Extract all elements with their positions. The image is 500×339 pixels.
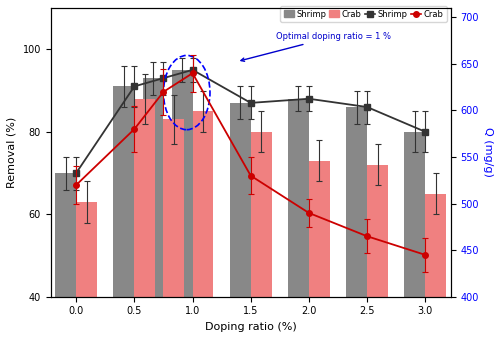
Bar — [76, 202, 97, 339]
X-axis label: Doping ratio (%): Doping ratio (%) — [205, 322, 296, 332]
Bar — [192, 111, 214, 339]
Y-axis label: Q (mg/g): Q (mg/g) — [483, 127, 493, 177]
Bar — [134, 99, 156, 339]
Bar — [114, 86, 134, 339]
Bar — [142, 78, 164, 339]
Bar — [230, 103, 250, 339]
Bar — [367, 165, 388, 339]
Text: Optimal doping ratio = 1 %: Optimal doping ratio = 1 % — [241, 32, 392, 61]
Bar — [425, 194, 446, 339]
Legend: Shrimp, Crab, Shrimp, Crab: Shrimp, Crab, Shrimp, Crab — [280, 6, 446, 22]
Bar — [309, 161, 330, 339]
Bar — [172, 70, 192, 339]
Bar — [404, 132, 425, 339]
Bar — [250, 132, 272, 339]
Bar — [164, 119, 184, 339]
Bar — [346, 107, 367, 339]
Y-axis label: Removal (%): Removal (%) — [7, 117, 17, 188]
Bar — [56, 173, 76, 339]
Bar — [288, 99, 309, 339]
